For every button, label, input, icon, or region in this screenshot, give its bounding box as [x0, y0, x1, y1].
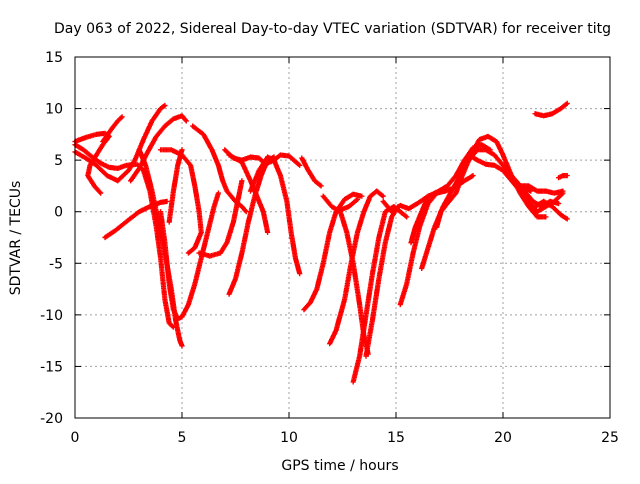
data-point-markers	[247, 154, 303, 277]
x-tick-label: 20	[494, 430, 512, 446]
x-tick-label: 25	[601, 430, 619, 446]
series-arc-6	[128, 113, 189, 184]
y-tick-label: -15	[40, 359, 63, 375]
series-arc-27	[419, 147, 534, 271]
data-point-markers	[102, 198, 170, 241]
series-arc-20	[327, 188, 386, 347]
data-point-markers	[333, 196, 361, 215]
series-arc-10	[166, 147, 185, 225]
y-axis-label: SDTVAR / TECUs	[8, 181, 24, 296]
series-arc-13	[226, 154, 277, 297]
plot-frame	[74, 56, 611, 419]
x-tick-label: 10	[280, 430, 298, 446]
series-arc-12	[196, 178, 245, 259]
data-point-markers	[419, 147, 534, 271]
data-point-markers	[556, 173, 570, 181]
data-point-markers	[408, 190, 440, 246]
series-arc-31	[517, 183, 566, 196]
x-tick-label: 5	[178, 430, 187, 446]
series-arc-26	[408, 190, 440, 246]
series-arc-11	[190, 123, 249, 215]
data-point-markers	[190, 123, 249, 215]
series-arc-8	[158, 147, 204, 256]
series-arc-33	[532, 100, 570, 119]
data-layer	[72, 100, 570, 385]
y-tick-label: -10	[40, 308, 63, 324]
series-arc-32	[532, 198, 570, 222]
data-point-markers	[532, 100, 570, 119]
data-point-markers	[158, 147, 204, 256]
y-tick-label: -20	[40, 411, 63, 427]
grid	[75, 57, 610, 418]
x-axis-label: GPS time / hours	[281, 458, 398, 474]
data-point-markers	[517, 183, 566, 196]
ticks: 0 5 10 15 20 25 -20 -15 -10 -5 0 5 10 15	[40, 50, 619, 446]
series-arc-2	[100, 114, 125, 145]
series-arc-23	[363, 204, 401, 359]
data-point-markers	[158, 190, 221, 322]
data-point-markers	[327, 188, 386, 347]
data-point-markers	[100, 114, 125, 145]
series-arc-17	[299, 155, 324, 189]
data-point-markers	[166, 147, 185, 225]
data-point-markers	[226, 154, 277, 297]
x-tick-label: 0	[71, 430, 80, 446]
y-tick-label: -5	[49, 256, 63, 272]
series-arc-7	[102, 198, 170, 241]
chart-title: Day 063 of 2022, Sidereal Day-to-day VTE…	[54, 21, 611, 37]
series-arc-21	[333, 196, 361, 215]
series-arc-34	[556, 173, 570, 181]
y-tick-label: 15	[45, 50, 63, 66]
series-arc-9	[158, 190, 221, 322]
series-arc-16	[247, 154, 303, 277]
data-point-markers	[363, 204, 401, 359]
data-point-markers	[196, 178, 245, 259]
data-point-markers	[532, 198, 570, 222]
y-tick-label: 0	[54, 205, 63, 221]
data-point-markers	[128, 113, 189, 184]
y-tick-label: 10	[45, 102, 63, 118]
y-tick-label: 5	[54, 153, 63, 169]
data-point-markers	[299, 155, 324, 189]
x-tick-label: 15	[387, 430, 405, 446]
